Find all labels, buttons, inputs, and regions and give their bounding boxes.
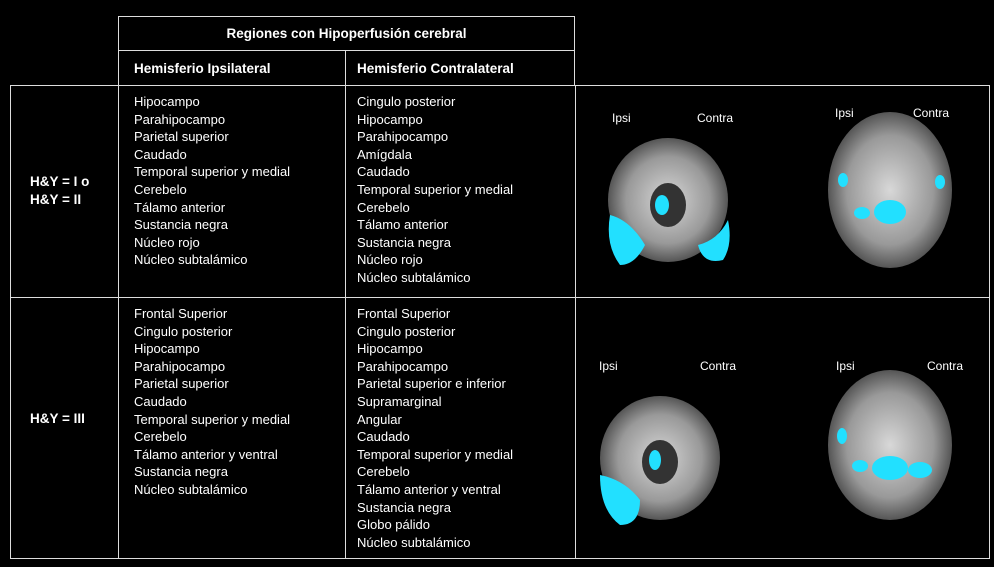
image-label: Contra xyxy=(927,359,964,373)
region: Caudado xyxy=(357,429,410,445)
region: Caudado xyxy=(134,394,187,409)
region: Núcleo rojo xyxy=(357,252,423,268)
region: Cingulo posterior xyxy=(357,94,456,109)
image-label: Contra xyxy=(913,106,950,120)
region: Caudado xyxy=(134,146,187,162)
region: Sustancia negra xyxy=(134,217,228,233)
image-label: Ipsi xyxy=(599,359,618,373)
row-label: H&Y = III xyxy=(30,411,85,426)
region: Parahipocampo xyxy=(357,358,449,374)
region: Parahipocampo xyxy=(134,358,226,374)
image-label: Ipsi xyxy=(835,106,854,120)
region: Tálamo anterior xyxy=(357,217,449,233)
region: Amígdala xyxy=(357,146,412,162)
image-label: Contra xyxy=(700,359,737,373)
region: Parietal superior xyxy=(134,376,229,392)
region: Cerebelo xyxy=(134,182,187,197)
region: Parietal superior xyxy=(134,129,229,145)
region: Hipocampo xyxy=(357,341,423,357)
table-title: Regiones con Hipoperfusión cerebral xyxy=(226,26,467,41)
region: Globo pálido xyxy=(357,517,430,533)
region: Angular xyxy=(357,411,402,427)
axial-2 xyxy=(828,370,952,520)
region: Núcleo rojo xyxy=(134,234,200,250)
region: Temporal superior y medial xyxy=(357,182,514,197)
region: Núcleo subtalámico xyxy=(134,482,248,497)
region: Caudado xyxy=(357,164,410,180)
region: Temporal superior y medial xyxy=(134,164,291,180)
region: Cingulo posterior xyxy=(134,323,233,339)
image-label: Ipsi xyxy=(612,111,631,125)
region: Parietal superior e inferior xyxy=(357,376,506,392)
region: Tálamo anterior y ventral xyxy=(134,446,278,462)
region: Supramarginal xyxy=(357,394,442,409)
region: Sustancia negra xyxy=(357,499,451,515)
region: Parahipocampo xyxy=(357,129,449,145)
region: Cingulo posterior xyxy=(357,323,456,339)
region: Temporal superior y medial xyxy=(134,411,291,427)
image-label: Ipsi xyxy=(836,359,855,373)
image-label: Contra xyxy=(697,111,734,125)
col-box xyxy=(345,85,576,559)
coronal-2 xyxy=(600,396,720,525)
row-label: H&Y = I o H&Y = II xyxy=(30,174,90,207)
region: Núcleo subtalámico xyxy=(357,534,471,550)
region: Frontal Superior xyxy=(134,306,228,321)
region: Hipocampo xyxy=(134,94,200,109)
region: Hipocampo xyxy=(357,111,423,127)
region: Parahipocampo xyxy=(134,111,226,127)
region: Hipocampo xyxy=(134,341,200,357)
region: Cerebelo xyxy=(134,429,187,445)
column-header: Hemisferio Contralateral xyxy=(357,61,514,76)
coronal-1 xyxy=(608,138,730,265)
region: Frontal Superior xyxy=(357,306,451,321)
region: Temporal superior y medial xyxy=(357,446,514,462)
region: Núcleo subtalámico xyxy=(357,270,471,285)
region: Tálamo anterior y ventral xyxy=(357,482,501,497)
axial-1 xyxy=(828,112,952,268)
region: Cerebelo xyxy=(357,199,410,215)
region: Sustancia negra xyxy=(134,464,228,480)
region: Cerebelo xyxy=(357,464,410,480)
region: Tálamo anterior xyxy=(134,199,226,215)
region: Sustancia negra xyxy=(357,234,451,250)
region: Núcleo subtalámico xyxy=(134,252,248,268)
column-header: Hemisferio Ipsilateral xyxy=(134,61,271,76)
